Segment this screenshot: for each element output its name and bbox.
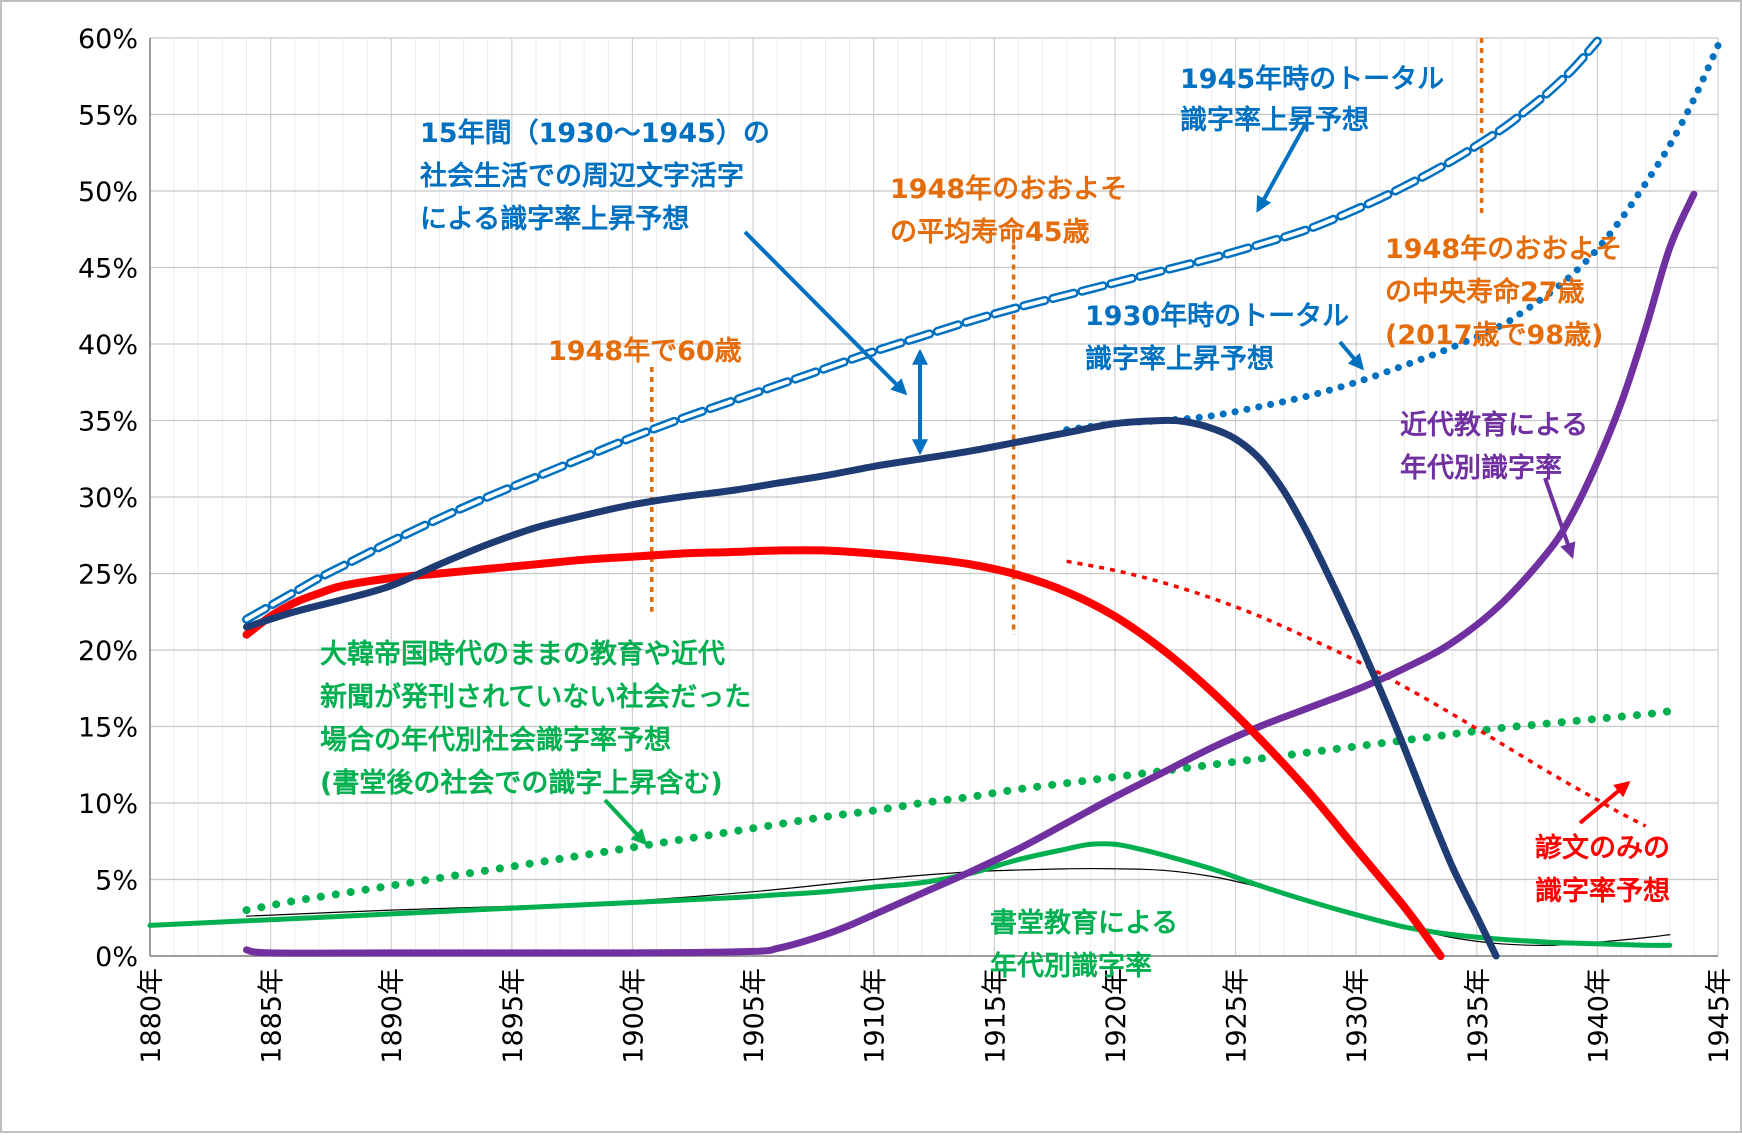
annotation-hangul-line2: 識字率予想 — [1535, 875, 1670, 907]
x-tick-label: 1945年 — [1704, 968, 1735, 1064]
annotation-age60: 1948年で60歳 — [548, 335, 742, 367]
annotation-arrows — [603, 124, 1631, 846]
arrow-1930-trend — [1338, 340, 1365, 371]
annotation-median-life-line3: (2017歳で98歳) — [1385, 320, 1603, 351]
y-tick-label: 45% — [78, 254, 138, 285]
y-tick-label: 20% — [78, 636, 138, 667]
y-tick-label: 60% — [78, 24, 138, 55]
y-tick-label: 30% — [78, 483, 138, 514]
y-tick-label: 0% — [95, 942, 138, 973]
annotation-median-life-line1: 1948年のおおよそ — [1385, 233, 1622, 265]
annotation-avg-life-line2: の平均寿命45歳 — [890, 216, 1090, 248]
y-tick-label: 5% — [95, 866, 138, 897]
arrow-15-years — [743, 230, 908, 396]
arrow-no-modern — [603, 798, 648, 846]
annotation-median-life-line2: の中央寿命27歳 — [1385, 276, 1585, 308]
series-trend-1930 — [1063, 42, 1722, 434]
annotation-hangul-line1: 諺文のみの — [1535, 832, 1670, 864]
annotation-1945-line1: 1945年時のトータル — [1180, 63, 1444, 95]
annotation-nomodern-line2: 新聞が発刊されていない社会だった — [320, 681, 751, 713]
annotation-nomodern-line1: 大韓帝国時代のままの教育や近代 — [320, 638, 725, 670]
annotation-modern-line1: 近代教育による — [1400, 409, 1588, 441]
annotation-avg-life-line1: 1948年のおおよそ — [890, 173, 1127, 205]
arrow-modern-education — [1543, 477, 1576, 560]
x-tick-label: 1940年 — [1583, 968, 1614, 1064]
annotation-15years-line1: 15年間（1930～1945）の — [420, 117, 770, 149]
annotation-1930-line2: 識字率上昇予想 — [1085, 343, 1274, 375]
annotation-15years-line2: 社会生活での周辺文字活字 — [420, 160, 744, 192]
annotation-modern-line2: 年代別識字率 — [1400, 452, 1562, 484]
series-trend-1945 — [244, 39, 1600, 622]
x-tick-label: 1925年 — [1222, 968, 1253, 1064]
annotation-1930-line1: 1930年時のトータル — [1085, 300, 1349, 332]
x-tick-label: 1900年 — [618, 968, 649, 1064]
y-tick-label: 40% — [78, 330, 138, 361]
x-tick-label: 1895年 — [498, 968, 529, 1064]
series-modern-education — [243, 190, 1698, 957]
arrow-hangul — [1578, 780, 1631, 825]
y-tick-label: 25% — [78, 560, 138, 591]
series-total-literacy — [243, 416, 1500, 960]
axes: 0% 5% 10% 15% 20% 25% 30% 35% 40% 45% 50% 55% 60% 188… — [78, 24, 1735, 1064]
annotation-nomodern-line3: 場合の年代別社会識字率予想 — [320, 724, 671, 756]
annotation-nomodern-line4: (書堂後の社会での識字上昇含む) — [320, 767, 723, 799]
y-tick-label: 55% — [78, 101, 138, 132]
y-tick-label: 15% — [78, 713, 138, 744]
series — [147, 36, 1722, 960]
reference-lines — [650, 38, 1484, 635]
y-tick-label: 50% — [78, 177, 138, 208]
series-no-modern-society — [242, 707, 1674, 915]
y-tick-label: 35% — [78, 407, 138, 438]
arrow-1945-trend — [1256, 124, 1307, 213]
y-tick-label: 10% — [78, 789, 138, 820]
x-tick-label: 1920年 — [1101, 968, 1132, 1064]
x-tick-label: 1915年 — [980, 968, 1011, 1064]
annotations: 1945年時のトータル 識字率上昇予想 15年間（1930～1945）の 社会生… — [320, 63, 1670, 982]
annotation-seodang-line2: 年代別識字率 — [990, 950, 1152, 982]
annotation-1945-line2: 識字率上昇予想 — [1180, 104, 1369, 136]
annotation-seodang-line1: 書堂教育による — [990, 907, 1178, 939]
series-hangul-trend — [1066, 559, 1647, 828]
series-hangul-only — [242, 546, 1445, 960]
series-seodang-education — [147, 841, 1673, 948]
x-tick-label: 1890年 — [377, 968, 408, 1064]
x-tick-label: 1905年 — [739, 968, 770, 1064]
annotation-15years-line3: による識字率上昇予想 — [420, 203, 689, 235]
x-tick-label: 1880年 — [136, 968, 167, 1064]
x-tick-label: 1935年 — [1463, 968, 1494, 1064]
x-tick-label: 1930年 — [1342, 968, 1373, 1064]
x-tick-label: 1885年 — [257, 968, 288, 1064]
x-tick-label: 1910年 — [860, 968, 891, 1064]
